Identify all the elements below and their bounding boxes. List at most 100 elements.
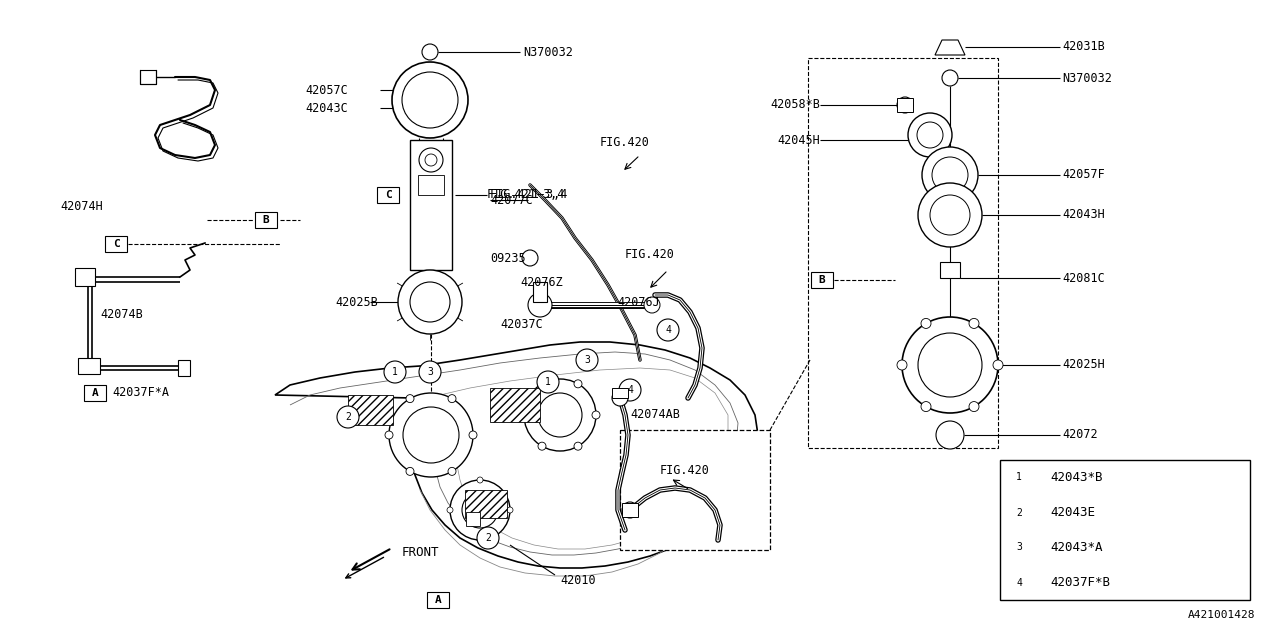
Circle shape xyxy=(573,380,582,388)
Circle shape xyxy=(477,477,483,483)
Circle shape xyxy=(448,467,456,476)
Circle shape xyxy=(918,183,982,247)
Text: 2: 2 xyxy=(346,412,351,422)
Circle shape xyxy=(419,361,442,383)
Bar xyxy=(897,98,913,112)
Bar xyxy=(612,388,628,398)
Circle shape xyxy=(406,395,413,403)
Text: 3: 3 xyxy=(584,355,590,365)
Bar xyxy=(105,236,127,252)
Circle shape xyxy=(477,537,483,543)
Bar xyxy=(466,512,480,526)
Text: 42043E: 42043E xyxy=(1050,506,1094,519)
Text: FRONT: FRONT xyxy=(402,545,439,559)
Text: 42076J: 42076J xyxy=(617,296,659,308)
Text: 42081C: 42081C xyxy=(1062,271,1105,285)
Circle shape xyxy=(897,97,913,113)
Text: 1: 1 xyxy=(545,377,550,387)
Text: 42057F: 42057F xyxy=(1062,168,1105,182)
Text: 42058*B: 42058*B xyxy=(771,99,820,111)
Circle shape xyxy=(406,467,413,476)
Circle shape xyxy=(538,442,547,450)
Circle shape xyxy=(477,527,499,549)
Circle shape xyxy=(451,480,509,540)
Circle shape xyxy=(644,297,660,313)
Circle shape xyxy=(468,431,477,439)
Text: 1: 1 xyxy=(392,367,398,377)
Text: 2: 2 xyxy=(485,533,492,543)
Bar xyxy=(812,272,833,288)
Circle shape xyxy=(389,393,474,477)
Circle shape xyxy=(897,360,908,370)
Bar xyxy=(620,430,771,550)
Text: 1: 1 xyxy=(1016,472,1021,483)
Circle shape xyxy=(1009,538,1029,557)
Text: 42074B: 42074B xyxy=(100,308,143,321)
Circle shape xyxy=(520,411,529,419)
Text: 42045H: 42045H xyxy=(777,134,820,147)
Bar xyxy=(140,70,156,84)
Text: 42031B: 42031B xyxy=(1062,40,1105,54)
Text: 42025H: 42025H xyxy=(1062,358,1105,371)
Bar xyxy=(410,140,452,270)
Text: 42037F*A: 42037F*A xyxy=(113,387,169,399)
Text: A421001428: A421001428 xyxy=(1188,610,1254,620)
Bar xyxy=(419,175,444,195)
Circle shape xyxy=(419,148,443,172)
Circle shape xyxy=(384,361,406,383)
Bar xyxy=(465,490,507,518)
Bar xyxy=(378,187,399,203)
Text: 42025B: 42025B xyxy=(335,296,378,308)
Bar xyxy=(255,212,276,228)
Text: FIG.420: FIG.420 xyxy=(660,463,710,477)
Text: 4: 4 xyxy=(627,385,632,395)
Text: 42043*B: 42043*B xyxy=(1050,471,1102,484)
Bar xyxy=(940,262,960,278)
Text: 42043*A: 42043*A xyxy=(1050,541,1102,554)
Text: 42057C: 42057C xyxy=(305,83,348,97)
Text: 4: 4 xyxy=(1016,577,1021,588)
Bar xyxy=(1000,460,1251,600)
Circle shape xyxy=(620,379,641,401)
Bar xyxy=(78,358,100,374)
Text: FIG.421-3,4: FIG.421-3,4 xyxy=(490,189,568,202)
Bar xyxy=(84,385,106,401)
Bar xyxy=(622,503,637,517)
Bar xyxy=(76,268,95,286)
Circle shape xyxy=(918,333,982,397)
Text: 42074AB: 42074AB xyxy=(630,408,680,422)
Circle shape xyxy=(612,390,628,406)
Circle shape xyxy=(522,250,538,266)
Bar xyxy=(490,388,540,422)
Bar xyxy=(348,395,393,425)
Circle shape xyxy=(622,502,637,518)
Circle shape xyxy=(932,157,968,193)
Circle shape xyxy=(462,492,498,528)
Circle shape xyxy=(507,507,513,513)
Text: C: C xyxy=(384,190,392,200)
Bar xyxy=(808,58,998,448)
Circle shape xyxy=(447,507,453,513)
Text: 3: 3 xyxy=(428,367,433,377)
Circle shape xyxy=(922,319,931,328)
Circle shape xyxy=(448,395,456,403)
Text: B: B xyxy=(262,215,269,225)
Circle shape xyxy=(922,401,931,412)
Circle shape xyxy=(931,195,970,235)
Text: 42043C: 42043C xyxy=(305,102,348,115)
Text: 4: 4 xyxy=(666,325,671,335)
Circle shape xyxy=(403,407,460,463)
Circle shape xyxy=(524,379,596,451)
Circle shape xyxy=(936,421,964,449)
Text: A: A xyxy=(92,388,99,398)
Text: 42010: 42010 xyxy=(561,573,595,586)
Circle shape xyxy=(425,154,436,166)
Circle shape xyxy=(1009,573,1029,593)
Circle shape xyxy=(538,380,547,388)
Text: 42076Z: 42076Z xyxy=(520,275,563,289)
Text: 42043H: 42043H xyxy=(1062,209,1105,221)
Circle shape xyxy=(422,44,438,60)
Circle shape xyxy=(410,282,451,322)
Bar xyxy=(532,282,547,302)
Circle shape xyxy=(993,360,1004,370)
